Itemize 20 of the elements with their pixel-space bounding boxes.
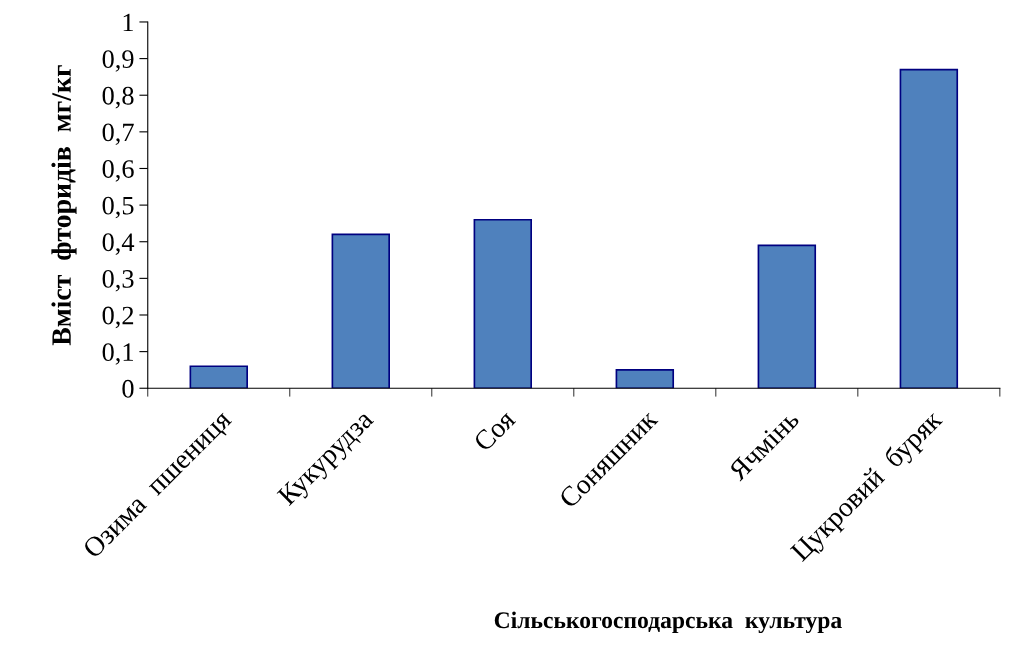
y-tick-label: 0,8	[102, 86, 134, 109]
x-axis-title: Сільськогосподарська культура	[494, 611, 842, 634]
y-tick-label: 0,2	[102, 306, 134, 329]
bar	[615, 369, 675, 389]
y-tick-label: 0,3	[102, 269, 134, 292]
y-tick-label: 0,6	[102, 160, 134, 182]
x-tick-label: Соя	[472, 408, 517, 453]
y-tick-label: 1	[123, 13, 133, 32]
y-axis-title: Вміст фторидів мг/кг	[51, 65, 77, 346]
bar	[899, 68, 959, 389]
bar	[757, 244, 817, 389]
y-tick-label: 0,5	[102, 196, 134, 219]
y-tick-label: 0,9	[102, 50, 134, 72]
bar	[473, 218, 533, 389]
y-tick-label: 0,1	[102, 343, 133, 365]
y-tick-label: 0	[122, 379, 134, 398]
y-tick-label: 0,4	[102, 233, 135, 255]
bar	[189, 365, 248, 389]
bar	[331, 233, 391, 389]
y-tick-label: 0,7	[102, 123, 134, 146]
